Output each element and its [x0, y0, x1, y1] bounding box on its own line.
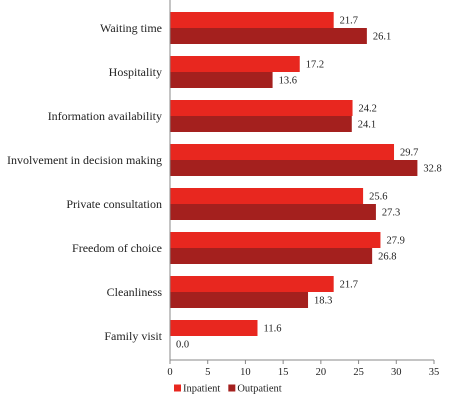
- bar-inpatient-private-consultation: [170, 188, 364, 204]
- data-label-inpatient-private-consultation: 25.6: [369, 191, 387, 202]
- data-label-outpatient-cleanliness: 18.3: [314, 295, 332, 306]
- bar-inpatient-cleanliness: [170, 276, 334, 292]
- data-label-inpatient-cleanliness: 21.7: [340, 279, 358, 290]
- bar-outpatient-private-consultation: [170, 204, 376, 220]
- bars-layer: [170, 12, 418, 336]
- bar-outpatient-hospitality: [170, 72, 273, 88]
- data-label-outpatient-family-visit: 0.0: [176, 339, 189, 350]
- data-label-inpatient-information-availability: 24.2: [359, 103, 377, 114]
- bar-outpatient-freedom-of-choice: [170, 248, 373, 264]
- bar-outpatient-waiting-time: [170, 28, 367, 44]
- bar-inpatient-waiting-time: [170, 12, 334, 28]
- x-tick-label-15: 15: [278, 367, 289, 378]
- x-tick-label-0: 0: [167, 367, 172, 378]
- x-tick-label-20: 20: [316, 367, 327, 378]
- legend-label-inpatient: Inpatient: [183, 383, 220, 394]
- legend-label-outpatient: Outpatient: [237, 383, 281, 394]
- legend: Inpatient Outpatient: [174, 383, 282, 394]
- bar-inpatient-involvement-in-decision-making: [170, 144, 395, 160]
- data-label-outpatient-hospitality: 13.6: [279, 75, 297, 86]
- data-label-inpatient-family-visit: 11.6: [263, 323, 281, 334]
- category-label-cleanliness: Cleanliness: [107, 285, 163, 299]
- bar-inpatient-family-visit: [170, 320, 258, 336]
- bar-inpatient-information-availability: [170, 100, 353, 116]
- category-label-involvement-in-decision-making: Involvement in decision making: [7, 153, 162, 167]
- legend-swatch-outpatient: [228, 384, 236, 392]
- data-label-outpatient-waiting-time: 26.1: [373, 31, 391, 42]
- labels-layer: Waiting time 21.7 26.1 Hospitality 17.2 13.6 I…: [7, 15, 442, 350]
- x-tick-label-30: 30: [391, 367, 402, 378]
- data-label-outpatient-involvement-in-decision-making: 32.8: [423, 163, 441, 174]
- bar-inpatient-freedom-of-choice: [170, 232, 381, 248]
- bar-inpatient-hospitality: [170, 56, 300, 72]
- bar-outpatient-involvement-in-decision-making: [170, 160, 418, 176]
- category-label-information-availability: Information availability: [48, 109, 162, 123]
- category-label-freedom-of-choice: Freedom of choice: [72, 241, 162, 255]
- x-tick-label-10: 10: [240, 367, 251, 378]
- bar-outpatient-information-availability: [170, 116, 352, 132]
- data-label-inpatient-freedom-of-choice: 27.9: [386, 235, 404, 246]
- bar-outpatient-cleanliness: [170, 292, 309, 308]
- data-label-inpatient-waiting-time: 21.7: [340, 15, 358, 26]
- data-label-inpatient-involvement-in-decision-making: 29.7: [400, 147, 418, 158]
- data-label-outpatient-private-consultation: 27.3: [382, 207, 400, 218]
- x-tick-label-35: 35: [429, 367, 440, 378]
- x-tick-label-5: 5: [205, 367, 210, 378]
- legend-swatch-inpatient: [174, 384, 181, 392]
- data-label-outpatient-information-availability: 24.1: [358, 119, 376, 130]
- category-label-private-consultation: Private consultation: [66, 197, 162, 211]
- category-label-family-visit: Family visit: [104, 329, 162, 343]
- category-label-waiting-time: Waiting time: [100, 21, 162, 35]
- x-tick-label-25: 25: [353, 367, 364, 378]
- data-label-inpatient-hospitality: 17.2: [306, 59, 324, 70]
- category-label-hospitality: Hospitality: [109, 65, 162, 79]
- data-label-outpatient-freedom-of-choice: 26.8: [378, 251, 396, 262]
- x-axis: 0 5 10 15 20 25 30 35: [167, 0, 439, 378]
